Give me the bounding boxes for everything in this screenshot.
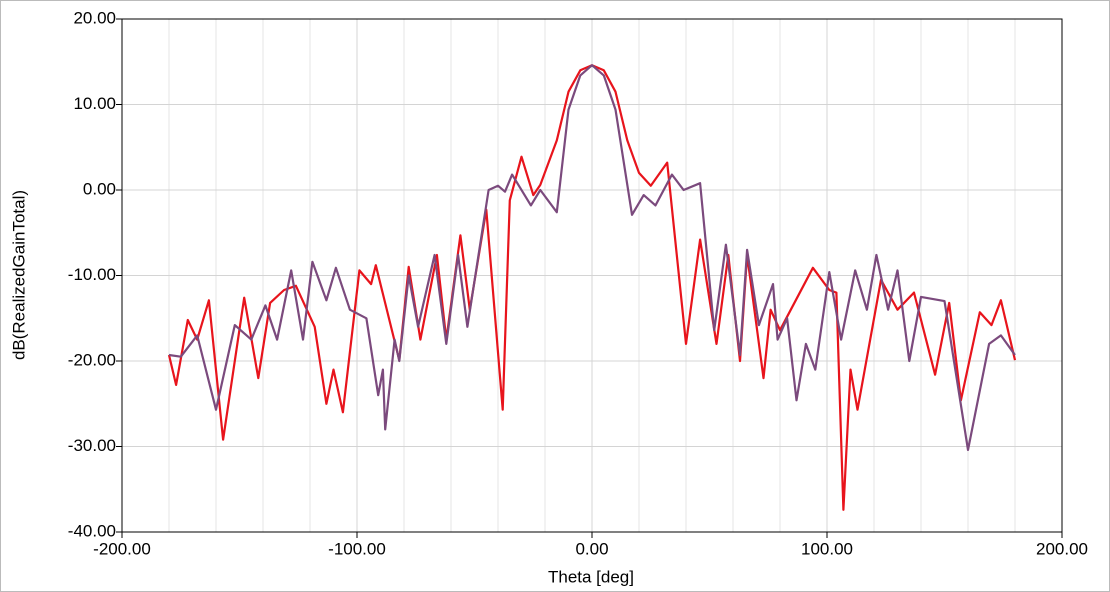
y-axis-label: dB(RealizedGainTotal) xyxy=(9,190,28,360)
series-line xyxy=(168,64,1016,451)
x-tick-label: 100.00 xyxy=(801,539,853,558)
x-tick-label: 200.00 xyxy=(1036,539,1088,558)
x-axis-label: Theta [deg] xyxy=(548,567,634,586)
x-tick-label: 0.00 xyxy=(575,539,608,558)
y-tick-label: -30.00 xyxy=(68,436,116,455)
x-tick-label: -200.00 xyxy=(93,539,151,558)
y-tick-label: 10.00 xyxy=(73,94,116,113)
series-line xyxy=(167,64,1017,511)
y-tick-label: -40.00 xyxy=(68,521,116,540)
plot-area xyxy=(121,18,1063,533)
y-tick-label: -10.00 xyxy=(68,265,116,284)
x-tick-label: -100.00 xyxy=(328,539,386,558)
y-tick-label: 0.00 xyxy=(83,179,116,198)
y-tick-label: -20.00 xyxy=(68,350,116,369)
y-tick-label: 20.00 xyxy=(73,8,116,27)
